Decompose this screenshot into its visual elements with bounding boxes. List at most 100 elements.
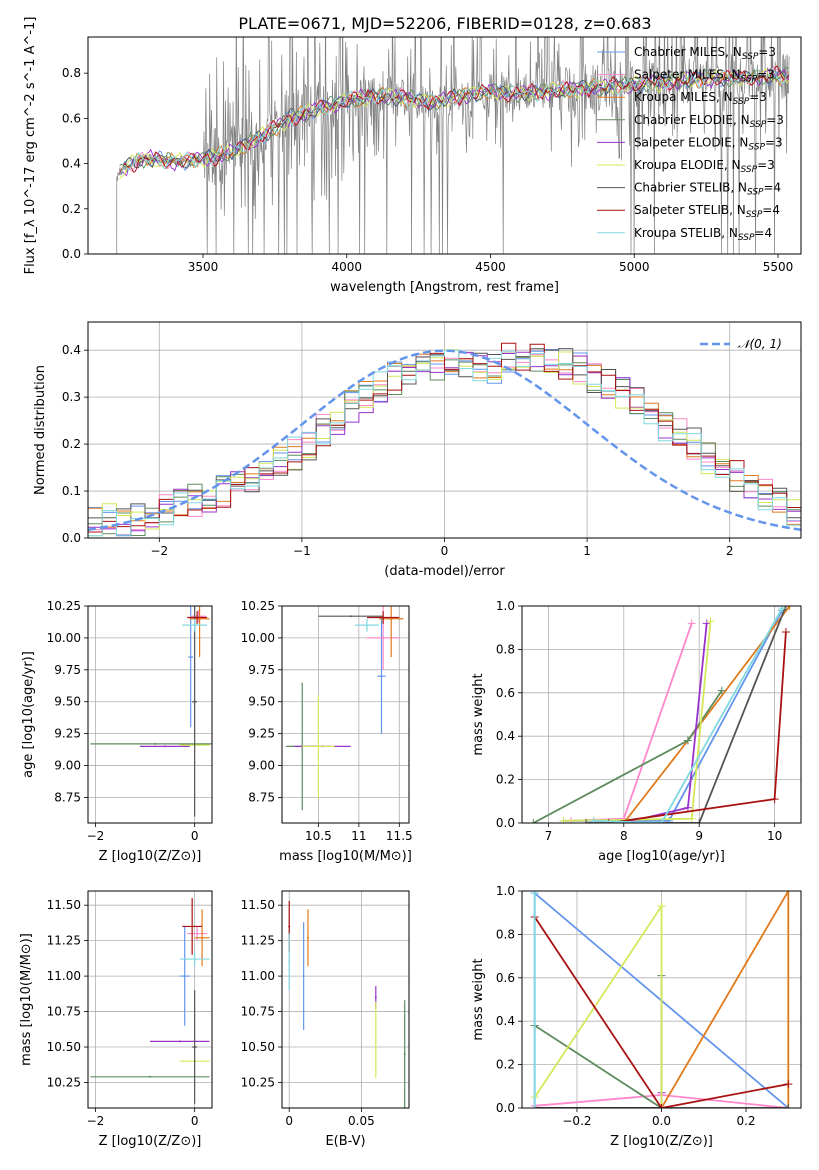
- y-tick-label: 0.4: [496, 1014, 515, 1028]
- axes-frame: [281, 890, 410, 1109]
- data-marker: [770, 795, 779, 804]
- residual-histogram: [88, 342, 801, 533]
- y-tick-label: 0.2: [496, 1058, 515, 1072]
- figure-title: PLATE=0671, MJD=52206, FIBERID=0128, z=0…: [238, 14, 651, 33]
- data-point: [288, 925, 291, 928]
- axes-frame: [87, 605, 213, 824]
- spectrum-panel: 3500 4000 4500 5000 5500 0.0 0.2 0.4 0.6 0.8 wavel…: [23, 17, 802, 295]
- data-point: [302, 975, 305, 978]
- x-tick-label: 0: [191, 1114, 199, 1128]
- data-marker: [778, 606, 787, 613]
- y-axis-label: mass [log10(M/M⊙)]: [19, 933, 34, 1066]
- residual-histogram: [88, 349, 801, 537]
- axes-frame: [87, 890, 213, 1109]
- x-tick-label: −2: [87, 1114, 105, 1128]
- x-tick-label: 11: [351, 829, 366, 843]
- x-tick-label: 0: [441, 544, 449, 558]
- y-tick-label: 0.0: [496, 816, 515, 830]
- x-tick-label: 0.0: [652, 1114, 671, 1128]
- x-tick-label: 8: [620, 829, 628, 843]
- y-tick-label: 10.75: [47, 1005, 81, 1019]
- data-marker: [784, 1104, 793, 1108]
- plot-area: [529, 606, 794, 823]
- legend-entry: 𝒩(0, 1): [738, 337, 782, 351]
- x-tick-label: 5500: [763, 260, 794, 274]
- y-tick-label: 1.0: [496, 599, 515, 613]
- data-point: [403, 1053, 406, 1056]
- plot-area: [88, 342, 801, 537]
- data-marker: [717, 686, 726, 695]
- plot-area: [90, 606, 212, 817]
- y-tick-label: 10.25: [241, 599, 275, 613]
- legend-entry: Kroupa MILES, NSSP=3: [634, 90, 767, 107]
- data-marker: [784, 891, 793, 895]
- y-tick-label: 0.0: [496, 1101, 515, 1115]
- y-tick-label: 9.25: [54, 727, 81, 741]
- data-marker: [529, 819, 538, 823]
- data-marker: [785, 606, 794, 610]
- legend-entry: Salpeter ELODIE, NSSP=3: [634, 135, 783, 152]
- y-tick-label: 10.25: [47, 599, 81, 613]
- data-point: [149, 1075, 151, 1078]
- axes-frame: [521, 605, 802, 824]
- data-point: [198, 617, 201, 620]
- x-tick-label: 10: [767, 829, 782, 843]
- x-tick-label: 2: [726, 544, 734, 558]
- y-tick-label: 9.00: [54, 759, 81, 773]
- data-point: [365, 624, 368, 627]
- mass-weight-line: [563, 621, 712, 822]
- model-spectrum-salpeter-elodie: [119, 68, 790, 177]
- data-marker: [604, 819, 613, 823]
- x-axis-label: mass [log10(M/M⊙)]: [279, 849, 412, 864]
- x-axis-label: age [log10(age/yr)]: [598, 849, 725, 864]
- x-tick-label: −2: [87, 829, 105, 843]
- data-marker: [530, 1104, 539, 1108]
- data-point: [183, 975, 186, 978]
- y-tick-label: 10.75: [241, 1005, 275, 1019]
- model-spectrum-salpeter-stelib: [119, 65, 790, 175]
- y-tick-label: 11.00: [241, 969, 275, 983]
- data-marker: [695, 819, 704, 823]
- data-marker: [657, 819, 666, 823]
- y-tick-label: 11.50: [47, 898, 81, 912]
- data-point: [193, 1046, 196, 1049]
- data-point: [288, 960, 291, 963]
- data-marker: [559, 816, 568, 823]
- y-tick-label: 9.50: [54, 695, 81, 709]
- y-tick-label: 0.6: [496, 686, 515, 700]
- y-axis-label: Flux [f_λ 10^-17 erg cm^-2 s^-1 A^-1]: [23, 17, 38, 275]
- x-tick-label: 3500: [188, 260, 219, 274]
- data-marker: [683, 803, 692, 812]
- data-marker: [582, 819, 591, 823]
- data-point: [193, 624, 196, 627]
- x-tick-label: 7: [545, 829, 553, 843]
- y-tick-label: 0.0: [62, 531, 81, 545]
- y-tick-label: 10.50: [241, 1040, 275, 1054]
- data-marker: [706, 617, 715, 626]
- data-point: [374, 1038, 377, 1041]
- plot-area: [286, 606, 404, 811]
- legend-entry: Chabrier STELIB, NSSP=4: [634, 181, 781, 198]
- normal-distribution-curve: [88, 349, 801, 532]
- y-tick-label: 0.8: [62, 66, 81, 80]
- y-tick-label: 0.3: [62, 390, 81, 404]
- y-axis-label: Normed distribution: [33, 365, 48, 495]
- mass-weight-line: [570, 623, 693, 822]
- x-axis-label: Z [log10(Z/Z⊙)]: [99, 1134, 202, 1149]
- x-tick-label: 0.05: [348, 1114, 375, 1128]
- x-axis-label: wavelength [Angstrom, rest frame]: [330, 280, 559, 295]
- x-axis-label: (data-model)/error: [384, 564, 505, 579]
- data-point: [317, 745, 320, 748]
- age-vs-mass-panel: 10.5 11 11.5 8.75 9.00 9.25 9.50 9.75 10.00 10.25…: [241, 599, 413, 864]
- data-point: [390, 617, 393, 620]
- y-axis-label: mass weight: [471, 673, 486, 755]
- data-marker: [657, 1104, 666, 1108]
- y-tick-label: 9.75: [248, 663, 275, 677]
- age-vs-metallicity-panel: −2 0 8.75 9.00 9.25 9.50 9.75 10.00 10.25 Z [log1…: [21, 599, 213, 864]
- x-tick-label: −0.2: [562, 1114, 591, 1128]
- x-axis-label: E(B-V): [325, 1134, 365, 1149]
- y-tick-label: 9.25: [248, 727, 275, 741]
- y-tick-label: 0.2: [62, 202, 81, 216]
- y-tick-label: 0.6: [62, 111, 81, 125]
